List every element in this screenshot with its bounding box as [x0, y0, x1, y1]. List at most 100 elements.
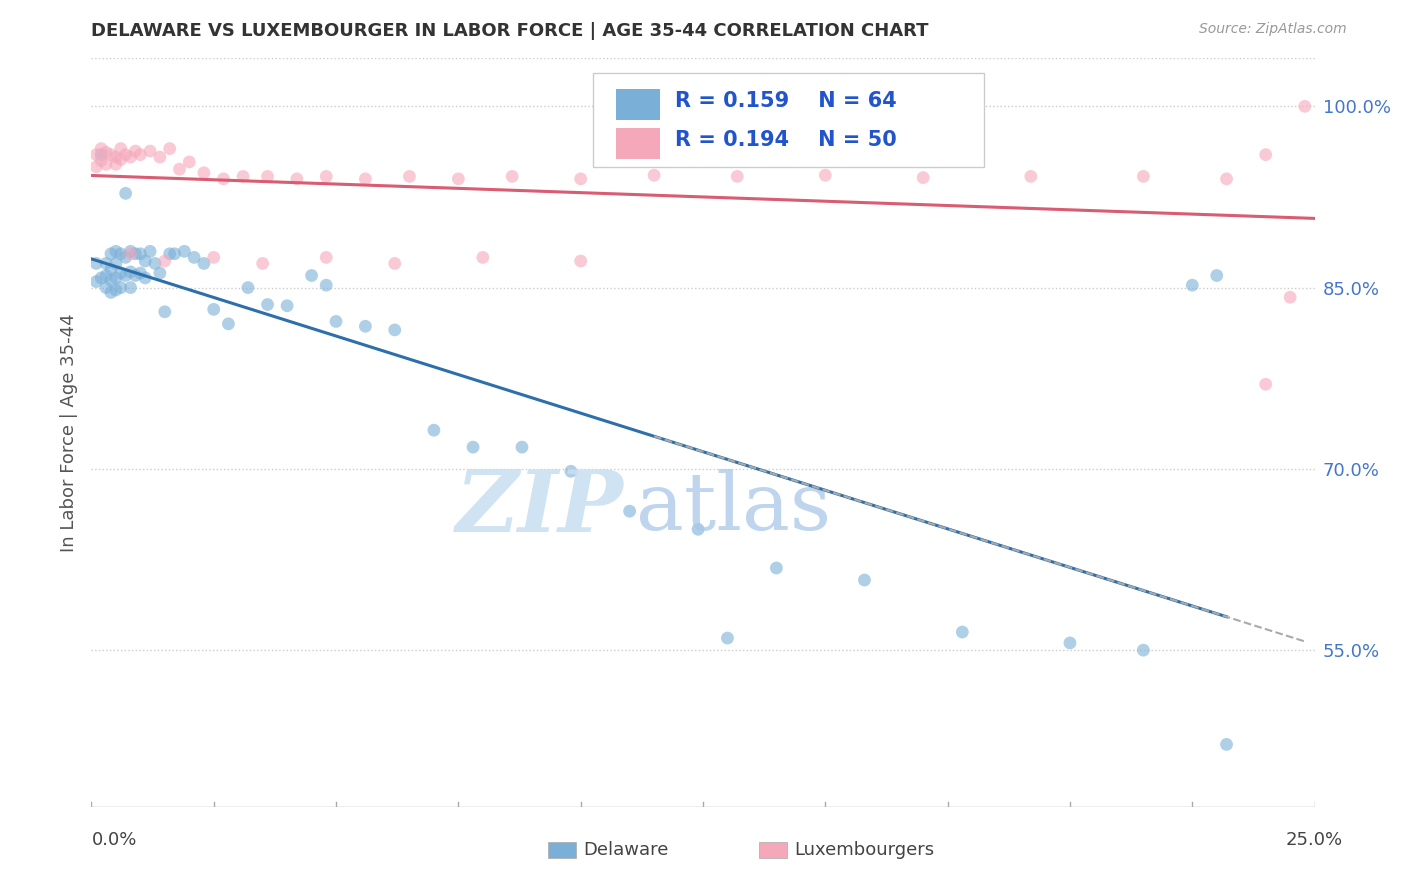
Point	[104, 157, 127, 171]
Point	[276, 299, 298, 313]
Point	[688, 522, 710, 536]
Point	[120, 150, 142, 164]
Point	[159, 246, 181, 260]
Point	[384, 256, 406, 270]
Point	[193, 256, 215, 270]
Point	[1059, 636, 1081, 650]
Point	[104, 256, 127, 270]
Point	[950, 625, 973, 640]
Point	[471, 251, 494, 265]
Point	[129, 266, 152, 280]
Point	[619, 504, 641, 518]
Point	[124, 268, 146, 283]
Point	[120, 280, 142, 294]
Point	[153, 254, 176, 268]
Point	[725, 169, 748, 184]
Point	[90, 271, 112, 285]
Point	[447, 171, 470, 186]
FancyBboxPatch shape	[593, 73, 984, 167]
Bar	[616, 128, 661, 159]
Point	[110, 142, 132, 156]
Text: 25.0%: 25.0%	[1285, 831, 1343, 849]
Point	[139, 144, 162, 158]
Point	[90, 142, 112, 156]
Point	[100, 262, 122, 277]
Point	[114, 251, 136, 265]
Text: atlas: atlas	[636, 468, 831, 547]
Point	[202, 251, 225, 265]
Point	[236, 280, 259, 294]
Point	[1254, 147, 1277, 161]
Point	[120, 244, 142, 259]
Point	[163, 246, 186, 260]
Point	[139, 244, 162, 259]
Point	[384, 323, 406, 337]
Point	[94, 256, 117, 270]
Point	[1205, 268, 1227, 283]
Point	[153, 305, 176, 319]
Point	[134, 254, 156, 268]
Point	[149, 150, 172, 164]
Point	[643, 168, 665, 182]
Point	[354, 171, 377, 186]
Point	[202, 302, 225, 317]
Point	[1019, 169, 1042, 184]
Point	[84, 160, 107, 174]
Point	[325, 314, 347, 328]
Point	[301, 268, 323, 283]
Point	[84, 147, 107, 161]
Point	[94, 280, 117, 294]
Point	[1181, 278, 1204, 293]
Point	[143, 256, 166, 270]
Point	[100, 285, 122, 300]
Point	[110, 246, 132, 260]
Point	[124, 246, 146, 260]
Point	[110, 153, 132, 167]
Point	[114, 186, 136, 201]
Point	[256, 297, 278, 311]
Point	[1279, 290, 1302, 304]
Point	[94, 145, 117, 160]
Point	[84, 256, 107, 270]
Point	[120, 246, 142, 260]
Point	[285, 171, 308, 186]
Point	[217, 317, 239, 331]
Point	[100, 273, 122, 287]
Point	[100, 147, 122, 161]
Point	[114, 268, 136, 283]
Point	[90, 153, 112, 168]
Point	[315, 278, 337, 293]
Text: R = 0.194    N = 50: R = 0.194 N = 50	[675, 130, 897, 150]
Y-axis label: In Labor Force | Age 35-44: In Labor Force | Age 35-44	[59, 313, 77, 552]
Point	[814, 168, 837, 182]
Text: Luxembourgers: Luxembourgers	[794, 841, 935, 859]
Point	[315, 251, 337, 265]
Point	[149, 266, 172, 280]
Point	[716, 631, 738, 645]
Text: R = 0.159    N = 64: R = 0.159 N = 64	[675, 91, 897, 111]
Text: Source: ZipAtlas.com: Source: ZipAtlas.com	[1199, 22, 1347, 37]
Point	[461, 440, 484, 454]
Point	[104, 244, 127, 259]
Text: ZIP: ZIP	[456, 466, 623, 549]
Point	[129, 246, 152, 260]
Point	[159, 142, 181, 156]
Point	[114, 147, 136, 161]
Point	[354, 319, 377, 334]
Point	[110, 280, 132, 294]
Point	[94, 157, 117, 171]
Point	[252, 256, 274, 270]
Point	[90, 147, 112, 161]
Bar	[616, 88, 661, 120]
Point	[1254, 377, 1277, 392]
Point	[120, 265, 142, 279]
Point	[104, 283, 127, 297]
Point	[853, 573, 876, 587]
Point	[100, 246, 122, 260]
Point	[1132, 643, 1154, 657]
Point	[183, 251, 205, 265]
Point	[173, 244, 195, 259]
Point	[256, 169, 278, 184]
Point	[179, 155, 201, 169]
Point	[1132, 169, 1154, 184]
